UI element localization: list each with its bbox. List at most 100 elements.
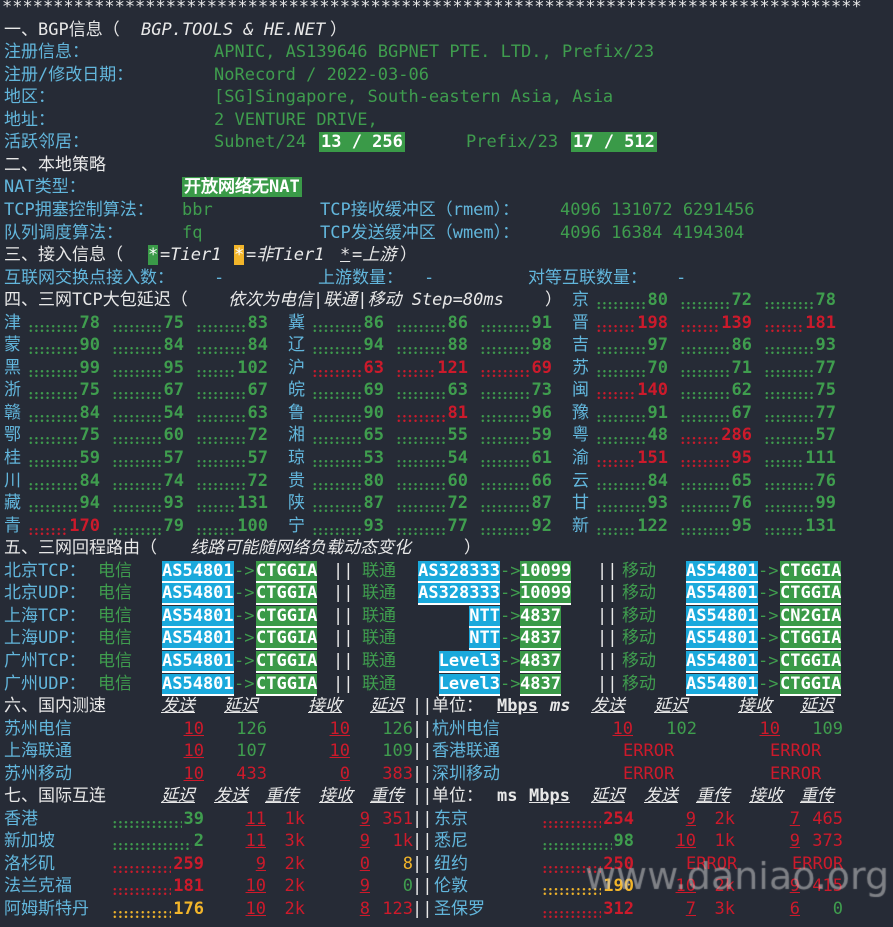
latency-bar xyxy=(28,436,79,446)
city-name: 伦敦 xyxy=(434,876,468,897)
retransmits: 3k xyxy=(714,899,735,919)
province-name: 川 xyxy=(4,470,21,491)
carrier-badge: CTGGIA xyxy=(256,650,318,673)
latency-value: 70 xyxy=(647,357,668,378)
latency-bar xyxy=(196,346,247,356)
carrier-badge: CTGGIA xyxy=(780,583,842,606)
separator: || xyxy=(333,605,354,626)
column-header: 重传 xyxy=(265,786,299,807)
latency-value: 139 xyxy=(721,312,752,333)
send-speed: 9 xyxy=(255,853,266,874)
retransmits: 0 xyxy=(832,899,843,919)
latency: 126 xyxy=(382,718,413,739)
separator: || xyxy=(412,741,433,762)
latency-bar xyxy=(112,481,163,491)
latency-bar xyxy=(28,368,79,378)
latency-bar xyxy=(112,391,163,401)
carrier-mobile: 移动 xyxy=(622,673,656,694)
error-text: ERROR xyxy=(623,763,675,784)
separator: || xyxy=(597,628,618,649)
province-name: 黑 xyxy=(4,357,21,378)
send-speed: 10 xyxy=(675,831,696,852)
retransmits: 1k xyxy=(714,831,735,852)
latency-value: 90 xyxy=(363,402,384,423)
route-arrow: -> xyxy=(758,628,779,649)
error-text: ERROR xyxy=(686,853,738,874)
route-label: 上海TCP： xyxy=(4,605,86,626)
rmem-label: TCP接收缓冲区（rmem）： xyxy=(320,199,520,220)
route-arrow: -> xyxy=(234,650,255,671)
latency-value: 57 xyxy=(163,448,184,468)
latency-bar xyxy=(196,413,247,423)
retransmits: 2k xyxy=(714,808,735,829)
route-label: 北京UDP： xyxy=(4,583,86,604)
send-speed: 7 xyxy=(685,899,696,919)
latency-bar xyxy=(480,391,531,401)
retransmits: 1k xyxy=(284,808,305,829)
latency-value: 69 xyxy=(531,357,552,378)
latency-value: 60 xyxy=(447,470,468,491)
column-header: 发送 xyxy=(214,786,248,807)
column-header: 重传 xyxy=(696,786,730,807)
send-speed: 10 xyxy=(612,718,633,739)
send-speed: 10 xyxy=(245,876,266,897)
latency-value: 87 xyxy=(363,493,384,514)
latency-value: 72 xyxy=(447,493,468,514)
bgp-label: 注册/修改日期： xyxy=(4,64,134,85)
column-header: 发送 xyxy=(161,696,195,717)
carrier-badge: 4837 xyxy=(520,605,561,628)
section-title-routes-desc: 线路可能随网络负载动态变化 xyxy=(190,538,411,559)
recv-speed: 10 xyxy=(759,718,780,739)
latency-value: 84 xyxy=(163,335,184,356)
wmem-label: TCP发送缓冲区（wmem）： xyxy=(320,222,520,243)
unit-ms: ms xyxy=(497,786,518,807)
latency-bar xyxy=(764,368,815,378)
latency-value: 99 xyxy=(815,493,836,514)
latency-value: 170 xyxy=(69,515,100,536)
bgp-label: 地址： xyxy=(4,109,55,130)
latency-value: 286 xyxy=(721,425,752,446)
carrier-badge: CTGGIA xyxy=(256,560,318,583)
latency-bar xyxy=(112,842,192,852)
column-header: 重传 xyxy=(800,786,834,807)
separator-line: ****************************************… xyxy=(2,0,862,17)
latency-value: 74 xyxy=(163,470,184,491)
latency-value: 86 xyxy=(731,335,752,356)
carrier-unicom: 联通 xyxy=(362,673,396,694)
column-header: 接收 xyxy=(308,696,342,717)
peers-label: 对等互联数量： xyxy=(528,267,647,288)
retransmits: 2k xyxy=(714,876,735,897)
latency-value: 59 xyxy=(79,448,100,468)
separator: || xyxy=(333,628,354,649)
latency-bar xyxy=(596,368,647,378)
latency-bar xyxy=(312,391,363,401)
latency-value: 78 xyxy=(815,290,836,311)
latency: 39 xyxy=(183,808,204,829)
latency-value: 65 xyxy=(731,470,752,491)
latency-value: 97 xyxy=(647,335,668,356)
latency-bar xyxy=(480,346,531,356)
latency-bar xyxy=(596,301,647,311)
latency-bar xyxy=(112,526,163,536)
latency-bar xyxy=(28,391,79,401)
route-arrow: -> xyxy=(500,628,521,649)
separator: || xyxy=(412,763,433,784)
latency-value: 84 xyxy=(647,470,668,491)
recv-speed: 8 xyxy=(359,899,370,919)
separator: || xyxy=(333,673,354,694)
section-title-local: 二、本地策略 xyxy=(4,154,106,175)
latency-value: 54 xyxy=(163,402,184,423)
carrier-badge: 4837 xyxy=(520,650,561,673)
route-arrow: -> xyxy=(500,583,521,604)
latency-value: 94 xyxy=(363,335,384,356)
latency-bar xyxy=(312,436,363,446)
separator: || xyxy=(333,650,354,671)
latency-bar xyxy=(112,504,163,514)
retransmits: 1k xyxy=(392,831,413,852)
city-name: 阿姆斯特丹 xyxy=(4,899,89,919)
latency-value: 60 xyxy=(163,425,184,446)
province-name: 闽 xyxy=(572,380,589,401)
subnet-label: Subnet/24 xyxy=(214,132,307,153)
separator: || xyxy=(597,605,618,626)
separator: || xyxy=(412,696,433,717)
